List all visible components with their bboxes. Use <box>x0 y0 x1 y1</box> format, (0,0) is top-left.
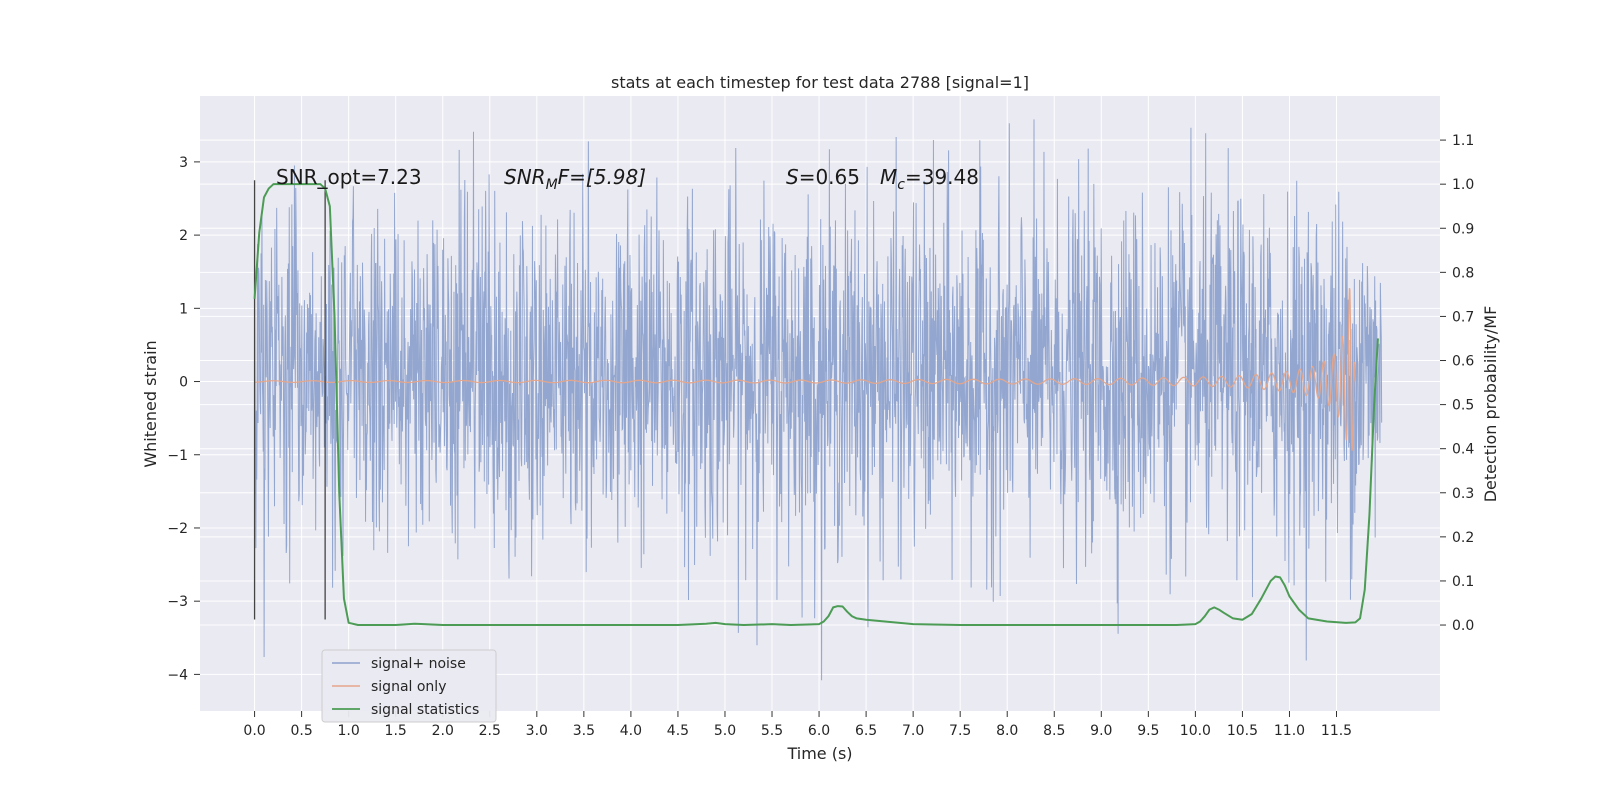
x-axis-label: Time (s) <box>786 744 852 763</box>
legend: signal+ noise signal only signal statist… <box>321 649 497 723</box>
x-axis-ticks: 0.0 0.5 1.0 1.5 2.0 2.5 3.0 3.5 4.0 4.5 5.0 5.5 6.0 6… <box>243 711 1352 739</box>
y-left-tick-label-7: −4 <box>167 667 188 683</box>
x-tick-label-11: 5.5 <box>761 723 783 739</box>
y-right-tick-label-2: 0.9 <box>1452 221 1474 237</box>
annotation-mc-sub: c <box>897 177 905 193</box>
plot-area <box>254 119 1383 681</box>
legend-box <box>321 649 497 723</box>
y-right-tick-label-9: 0.2 <box>1452 530 1474 546</box>
x-tick-label-18: 9.0 <box>1090 723 1112 739</box>
x-tick-label-10: 5.0 <box>714 723 736 739</box>
x-tick-label-15: 7.5 <box>949 723 971 739</box>
x-tick-label-5: 2.5 <box>479 723 501 739</box>
y-left-tick-label-5: −2 <box>167 521 188 537</box>
x-tick-label-3: 1.5 <box>385 723 407 739</box>
y-right-tick-label-7: 0.4 <box>1452 442 1474 458</box>
signal-statistics-layer <box>253 183 1379 627</box>
series-signal-noise <box>254 119 1383 681</box>
annotation-s: S=0.65 <box>786 165 860 189</box>
x-tick-label-23: 11.5 <box>1321 723 1352 739</box>
y-right-tick-label-11: 0.0 <box>1452 618 1474 634</box>
y-right-tick-label-6: 0.5 <box>1452 398 1474 414</box>
x-tick-label-9: 4.5 <box>667 723 689 739</box>
y-right-tick-label-10: 0.1 <box>1452 574 1474 590</box>
x-tick-label-0: 0.0 <box>243 723 265 739</box>
x-tick-label-4: 2.0 <box>432 723 454 739</box>
y-right-tick-label-1: 1.0 <box>1452 177 1474 193</box>
x-tick-label-2: 1.0 <box>338 723 360 739</box>
x-tick-label-6: 3.0 <box>526 723 548 739</box>
y-right-tick-label-0: 1.1 <box>1452 133 1474 149</box>
annotation-s-name: S <box>786 165 799 189</box>
x-tick-label-12: 6.0 <box>808 723 830 739</box>
x-tick-label-17: 8.5 <box>1043 723 1065 739</box>
y-right-tick-label-5: 0.6 <box>1452 354 1474 370</box>
y-left-tick-label-3: 0 <box>179 375 188 391</box>
x-tick-label-8: 4.0 <box>620 723 642 739</box>
chart-title: stats at each timestep for test data 278… <box>611 73 1029 92</box>
x-tick-label-21: 10.5 <box>1227 723 1258 739</box>
y-left-axis-ticks: 3 2 1 0 −1 −2 −3 −4 <box>167 155 200 683</box>
x-tick-label-20: 10.0 <box>1180 723 1211 739</box>
annotation-snr-mf: SNRMF=[5.98] <box>504 165 646 193</box>
legend-label-signal-noise: signal+ noise <box>371 656 466 672</box>
y-right-axis-ticks: 1.1 1.0 0.9 0.8 0.7 0.6 0.5 0.4 0.3 0.2 0.1 0.0 <box>1440 133 1474 634</box>
legend-label-signal-statistics: signal statistics <box>371 702 479 718</box>
x-tick-label-7: 3.5 <box>573 723 595 739</box>
x-tick-label-16: 8.0 <box>996 723 1018 739</box>
y-left-tick-label-4: −1 <box>167 448 188 464</box>
annotation-snr-mf-sub: M <box>546 177 558 193</box>
annotation-snr-mf-rest: F=[5.98] <box>558 165 646 189</box>
y-left-tick-label-2: 1 <box>179 301 188 317</box>
x-tick-label-22: 11.0 <box>1274 723 1305 739</box>
y-right-tick-label-8: 0.3 <box>1452 486 1474 502</box>
series-signal-only <box>254 287 1356 451</box>
x-tick-label-19: 9.5 <box>1137 723 1159 739</box>
y-left-tick-label-1: 2 <box>179 228 188 244</box>
series-signal-statistics <box>253 183 1379 627</box>
vertical-markers <box>253 180 326 620</box>
y-left-axis-label: Whitened strain <box>141 340 160 467</box>
y-left-tick-label-6: −3 <box>167 594 188 610</box>
x-tick-label-14: 7.0 <box>902 723 924 739</box>
annotation-snr-mf-name: SNR <box>504 165 546 189</box>
x-tick-label-1: 0.5 <box>290 723 312 739</box>
y-right-tick-label-4: 0.7 <box>1452 309 1474 325</box>
legend-label-signal-only: signal only <box>371 679 446 695</box>
annotation-s-value: =0.65 <box>799 165 860 189</box>
y-right-tick-label-3: 0.8 <box>1452 265 1474 281</box>
annotation-mc-name: M <box>880 165 897 189</box>
annotation-snr-opt: SNR_opt=7.23 <box>276 165 422 189</box>
y-left-tick-label-0: 3 <box>179 155 188 171</box>
x-tick-label-13: 6.5 <box>855 723 877 739</box>
annotation-mc-value: =39.48 <box>905 165 979 189</box>
annotation-mc: Mc=39.48 <box>880 165 979 193</box>
y-right-axis-label: Detection probability/MF <box>1481 306 1500 503</box>
